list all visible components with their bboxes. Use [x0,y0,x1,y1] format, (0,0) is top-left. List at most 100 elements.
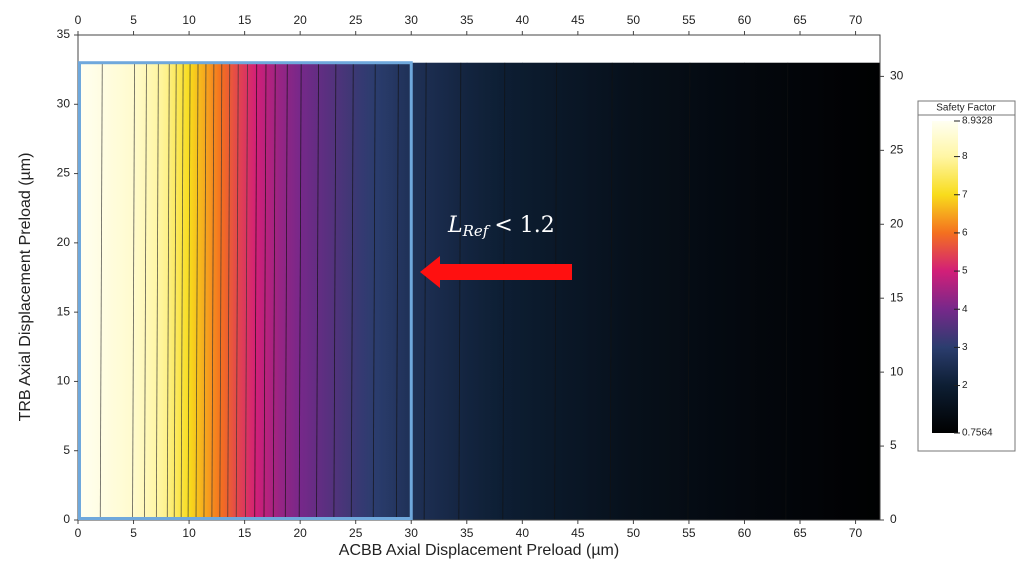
y2-tick-label: 20 [890,216,904,230]
y2-tick-label: 10 [890,364,904,378]
contour-line [173,62,177,521]
x-tick-label: 60 [738,526,752,540]
colorbar-tick-label: 0.7564 [962,428,993,439]
field-strip [189,62,212,520]
x-top-tick-label: 60 [738,13,752,27]
field-strip [355,62,412,520]
contour-line [254,62,258,521]
colorbar-tick-label: 3 [962,342,968,353]
x-tick-label: 40 [516,526,530,540]
colorbar-tick-label: 2 [962,380,968,391]
x-tick-label: 70 [849,526,863,540]
x-top-tick-label: 45 [571,13,585,27]
annotation: LRef < 1.2 [447,213,555,240]
field-strip [255,62,279,520]
field-strip [211,62,235,520]
colorbar-title: Safety Factor [936,103,996,114]
x-top-tick-label: 70 [849,13,863,27]
x-tick-label: 30 [405,526,419,540]
colorbar-tick-label: 6 [962,228,968,239]
contour-line [423,62,427,521]
field-strip [522,62,634,520]
contour-line [609,62,613,521]
y-tick-label: 25 [57,166,71,180]
x-top-tick-label: 25 [349,13,363,27]
contour-line [372,62,376,521]
contour-line [187,62,191,521]
contour-line [298,62,302,521]
arrow [420,256,572,288]
x-tick-label: 50 [627,526,641,540]
x-tick-label: 65 [793,526,807,540]
contour-line [211,62,215,521]
x-top-tick-label: 35 [460,13,474,27]
contour-line [554,62,558,521]
y2-tick-label: 0 [890,512,897,526]
y-tick-label: 10 [57,374,71,388]
field-strip [466,62,523,520]
contour-line [272,62,276,521]
highlight-box [78,61,413,520]
x-top-tick-label: 55 [682,13,696,27]
field-strip [744,62,881,520]
y-tick-label: 15 [57,304,71,318]
contour-line [155,62,159,521]
contour-line [180,62,184,521]
contour-line [99,62,103,521]
contour-line [235,62,239,521]
colorbar-tick-label: 8 [962,151,968,162]
x-tick-label: 10 [182,526,196,540]
contour-line [458,62,462,521]
contour-line [195,62,199,521]
x-top-tick-label: 0 [75,13,82,27]
x-top-tick-label: 50 [627,13,641,27]
contour-line [144,62,147,521]
colorbar [932,121,958,433]
x-top-tick-label: 30 [405,13,419,27]
x-top-tick-label: 65 [793,13,807,27]
field-strip [166,62,190,520]
contour-line [284,62,288,521]
x-top-tick-label: 40 [516,13,530,27]
y2-tick-label: 15 [890,290,904,304]
colorbar-tick-label: 5 [962,266,968,277]
contour-line [316,62,319,521]
colorbar-tick-label: 4 [962,304,968,315]
y-tick-label: 30 [57,96,71,110]
annotation-sub: Ref [462,222,491,240]
y2-tick-label: 25 [890,143,904,157]
field-strip [133,62,168,520]
y-tick-label: 5 [63,443,70,457]
x-tick-label: 45 [571,526,585,540]
field-strip [411,62,468,520]
x-axis-title: ACBB Axial Displacement Preload (µm) [339,542,619,559]
contour-line [203,62,207,521]
contour-line [263,62,267,521]
contour-line [502,62,506,521]
contour-line [219,62,223,521]
annotation-rest: < 1.2 [494,213,554,238]
x-top-tick-label: 15 [238,13,252,27]
contour-line [166,62,170,521]
x-top-tick-label: 5 [130,13,137,27]
x-tick-label: 35 [460,526,474,540]
contour-line [785,62,789,521]
x-tick-label: 55 [682,526,696,540]
x-tick-label: 0 [75,526,82,540]
field-strip [300,62,357,520]
contour-line [333,62,337,521]
y2-tick-label: 30 [890,69,904,83]
contour-line [245,62,248,521]
contour-line [350,62,354,521]
contour-line [687,62,691,521]
colorbar-tick-label: 7 [962,189,968,200]
field-strip [277,62,301,520]
contour-line [395,62,399,521]
y-tick-label: 20 [57,235,71,249]
x-tick-label: 25 [349,526,363,540]
y-axis-title: TRB Axial Displacement Preload (µm) [17,153,34,422]
colorbar-tick-label: 8.9328 [962,116,993,127]
contour-line [132,62,135,521]
x-top-tick-label: 10 [182,13,196,27]
